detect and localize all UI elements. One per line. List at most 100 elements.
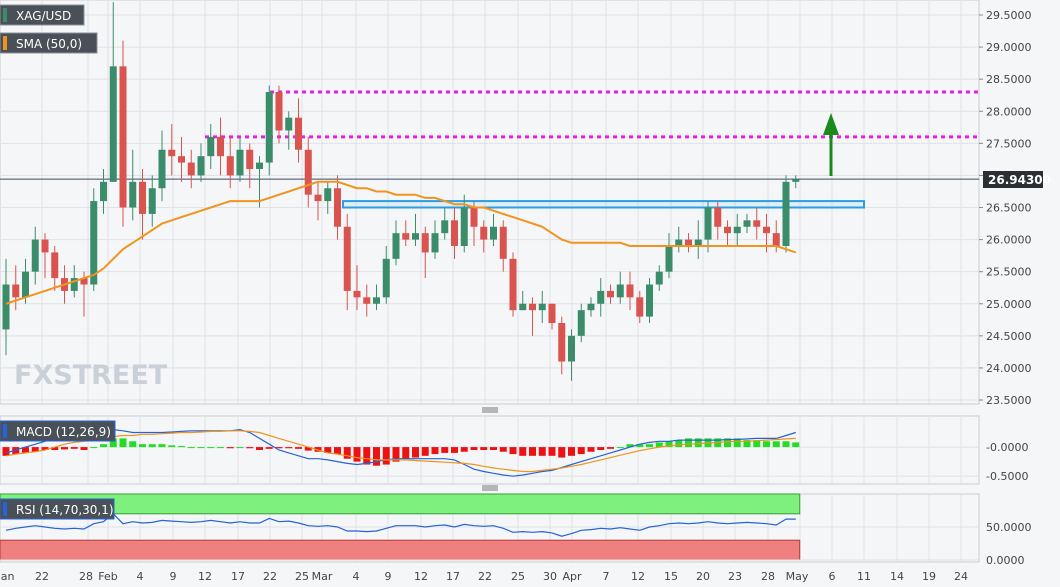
candle-body (80, 278, 88, 285)
macd-histogram-bar (451, 447, 458, 453)
candle-body (168, 149, 176, 157)
macd-histogram-bar (246, 447, 254, 449)
rsi-overbought-zone (0, 493, 801, 515)
candle-body (499, 226, 507, 259)
pane-resize-handle[interactable] (482, 407, 498, 413)
macd-histogram-bar (197, 447, 205, 449)
last-price-tag: 26.94300 (983, 171, 1051, 188)
candle-body (470, 207, 478, 227)
macd-histogram-bar (61, 447, 68, 450)
macd-histogram-bar (568, 447, 575, 456)
candle-body (236, 149, 244, 176)
macd-histogram-bar (31, 447, 39, 452)
last-price-value: 26.94300 (988, 173, 1051, 187)
rsi-legend: RSI (14,70,30,1) (0, 498, 115, 520)
macd-histogram-bar (743, 440, 751, 448)
candle-body (353, 290, 361, 298)
candle-body (109, 66, 117, 182)
price-tick-label: 23.5000 (986, 394, 1032, 407)
candle-body (529, 303, 536, 311)
macd-histogram-bar (373, 447, 380, 466)
candle-body (100, 181, 107, 202)
macd-histogram-bar (792, 442, 800, 448)
x-tick-label: 9 (170, 570, 177, 583)
candle-body (207, 136, 215, 157)
candle-body (704, 207, 712, 240)
macd-histogram-bar (148, 444, 156, 448)
candle-body (441, 220, 449, 234)
candle-body (792, 179, 800, 182)
candle-body (685, 239, 692, 246)
x-tick-label: 17 (446, 570, 460, 583)
macd-histogram-bar (90, 447, 98, 449)
x-tick-label: May (786, 570, 809, 583)
macd-histogram-bar (119, 438, 127, 448)
price-tick-label: 25.5000 (986, 266, 1032, 279)
candle-body (12, 284, 20, 298)
macd-tick-label: -0.0000 (986, 441, 1028, 454)
pane-resize-handle[interactable] (482, 485, 498, 491)
candle-body (412, 233, 419, 240)
macd-histogram-bar (441, 447, 449, 453)
candle-body (577, 310, 585, 336)
x-tick-label: Mar (312, 570, 333, 583)
macd-histogram-bar (343, 447, 351, 459)
macd-histogram-bar (646, 444, 653, 448)
candle-body (265, 92, 273, 163)
macd-histogram-bar (275, 447, 283, 449)
candle-body (636, 297, 644, 317)
price-tick-label: 26.5000 (986, 202, 1032, 215)
candle-body (763, 226, 770, 234)
macd-histogram-bar (334, 447, 341, 455)
macd-histogram-bar (782, 441, 790, 448)
candle-body (256, 162, 263, 169)
candle-body (392, 233, 400, 259)
macd-histogram-bar (353, 447, 361, 462)
rsi-label: RSI (14,70,30,1) (16, 503, 114, 517)
candle-body (314, 194, 322, 202)
candle-body (51, 252, 59, 279)
price-tick-label: 27.5000 (986, 137, 1032, 150)
macd-tick-label: -0.5000 (986, 470, 1028, 483)
symbol-legend: XAG/USD (0, 4, 85, 26)
macd-histogram-bar (382, 447, 390, 465)
macd-histogram-bar (763, 441, 770, 448)
candle-body (694, 239, 702, 246)
candle-body (607, 290, 614, 298)
x-tick-label: 22 (263, 570, 277, 583)
macd-line (5, 428, 796, 477)
x-tick-label: 22 (35, 570, 49, 583)
macd-histogram-bar (70, 447, 78, 449)
x-tick-label: 15 (664, 570, 678, 583)
macd-histogram-bar (402, 447, 410, 459)
macd-histogram-bar (529, 447, 536, 456)
macd-histogram-bar (226, 447, 234, 449)
macd-signal-line (5, 430, 796, 473)
candle-body (509, 258, 517, 311)
macd-histogram-bar (207, 447, 215, 449)
x-tick-label: 25 (511, 570, 525, 583)
support-zone (342, 200, 865, 209)
price-tick-label: 29.5000 (986, 9, 1032, 22)
candle-body (2, 284, 10, 330)
candle-body (616, 284, 624, 298)
macd-histogram-bar (431, 447, 439, 455)
macd-histogram-bar (2, 447, 10, 456)
candle-body (480, 226, 488, 240)
x-tick-label: 4 (137, 570, 144, 583)
macd-histogram-bar (665, 441, 673, 448)
candle-body (675, 239, 683, 246)
macd-histogram-bar (675, 440, 683, 448)
macd-histogram-bar (753, 440, 761, 448)
rsi-tick-label: 0.0000 (986, 554, 1025, 567)
candle-body (568, 335, 575, 362)
candle-body (538, 303, 546, 311)
price-tick-label: 25.0000 (986, 298, 1032, 311)
candle-body (782, 181, 790, 246)
macd-histogram-bar (499, 447, 507, 452)
sma-label: SMA (50,0) (16, 37, 82, 51)
candle-body (70, 278, 78, 291)
x-tick-label: 22 (478, 570, 492, 583)
candle-body (665, 246, 673, 272)
